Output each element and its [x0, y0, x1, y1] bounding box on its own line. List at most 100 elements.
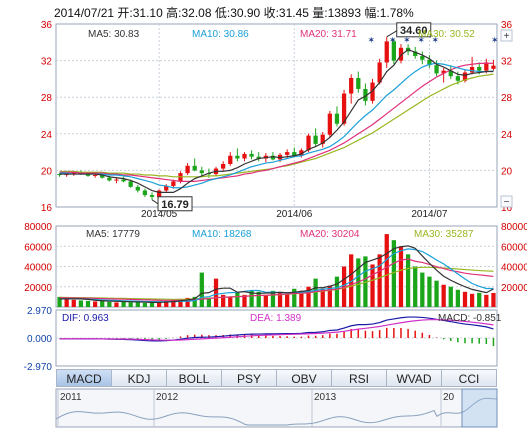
price-candle: [434, 65, 439, 74]
macd-dea-line: [59, 319, 494, 341]
price-ytick-right: 24: [501, 130, 513, 141]
volume-bar: [384, 234, 389, 307]
volume-bar: [306, 286, 311, 307]
price-ytick-left: 36: [41, 20, 53, 31]
tab-macd[interactable]: MACD: [56, 369, 112, 387]
volume-ytick-left: 40000: [24, 263, 52, 274]
price-candle: [469, 67, 475, 73]
volume-bar: [71, 299, 76, 307]
min-annotation-pointer: [151, 199, 159, 205]
price-legend-ma30: MA30: 30.52: [418, 29, 475, 40]
volume-bar: [320, 288, 325, 307]
volume-bar: [57, 296, 62, 307]
volume-bar: [206, 297, 212, 307]
volume-bar: [85, 300, 91, 307]
price-candle: [192, 165, 197, 171]
navigator-selection-handle[interactable]: [461, 388, 498, 428]
volume-bar: [107, 301, 112, 307]
price-candle: [363, 88, 368, 101]
price-candle: [306, 135, 311, 151]
price-candle: [100, 174, 105, 178]
volume-bar: [242, 294, 247, 307]
min-annotation-box: [157, 196, 193, 212]
price-event-marker: ✶: [417, 35, 425, 45]
tab-kdj[interactable]: KDJ: [112, 369, 167, 387]
price-ytick-left: 16: [41, 203, 53, 214]
price-candle: [349, 77, 354, 94]
volume-bar: [228, 296, 233, 307]
volume-value: 13893: [327, 6, 361, 20]
volume-bar: [263, 294, 268, 307]
price-candle: [441, 70, 446, 74]
volume-bar: [164, 300, 169, 307]
tab-rsi[interactable]: RSI: [332, 369, 387, 387]
price-candle: [228, 155, 233, 164]
tab-cci[interactable]: CCI: [442, 369, 497, 387]
tab-boll[interactable]: BOLL: [167, 369, 222, 387]
macd-ytick: -2.970: [24, 362, 53, 373]
volume-bar: [221, 294, 226, 307]
close-label: 收:: [263, 6, 279, 20]
volume-bar: [462, 291, 468, 307]
volume-bar: [349, 254, 354, 307]
price-legend-ma5: MA5: 30.83: [88, 29, 140, 40]
price-xtick: 2014/05: [141, 209, 178, 220]
change-value: 1.78%: [379, 6, 414, 20]
volume-label: 量:: [312, 6, 328, 20]
volume-bar: [377, 254, 382, 307]
volume-bar: [128, 302, 133, 307]
volume-bar: [256, 291, 261, 307]
quote-date: 2014/07/21: [54, 6, 115, 20]
volume-bar: [370, 264, 375, 307]
volume-bar: [157, 301, 162, 307]
quote-header: 2014/07/21 开:31.10 高:32.08 低:30.90 收:31.…: [54, 4, 414, 21]
volume-bar: [92, 301, 98, 307]
price-candle: [420, 56, 425, 60]
price-event-marker: ✶: [389, 35, 397, 45]
price-candle: [391, 41, 396, 61]
price-candle: [285, 152, 290, 155]
volume-bar: [213, 278, 219, 307]
indicator-tabs: MACD KDJ BOLL PSY OBV RSI WVAD CCI: [56, 369, 497, 387]
price-candle: [249, 153, 254, 157]
volume-bar: [235, 292, 240, 307]
volume-ytick-right: 60000: [501, 242, 527, 253]
volume-bar: [448, 286, 453, 307]
volume-bar: [356, 258, 361, 307]
zoom-in-button: [500, 29, 513, 42]
navigator-frame: [55, 388, 498, 428]
price-candle: [299, 150, 304, 156]
volume-bar: [277, 292, 283, 307]
tab-obv[interactable]: OBV: [277, 369, 332, 387]
high-value: 32.08: [181, 6, 212, 20]
volume-ma20-line: [59, 258, 494, 301]
navigator-year-label: 2011: [60, 392, 82, 403]
price-candle: [327, 113, 332, 135]
price-ytick-right: 28: [501, 93, 513, 104]
volume-legend-ma20: MA20: 30204: [300, 229, 360, 240]
volume-legend-ma30: MA30: 35287: [414, 229, 474, 240]
macd-legend-macd: MACD: -0.851: [438, 313, 502, 324]
volume-bar: [477, 292, 482, 307]
price-candle: [71, 172, 76, 175]
macd-legend-dif: DIF: 0.963: [62, 313, 109, 324]
zoom-out-icon: −: [504, 197, 510, 208]
tab-psy[interactable]: PSY: [222, 369, 277, 387]
volume-ytick-left: 60000: [24, 242, 52, 253]
volume-bar: [334, 276, 340, 307]
volume-legend-ma10: MA10: 18268: [192, 229, 252, 240]
volume-bar: [455, 289, 461, 307]
price-candle: [149, 195, 155, 197]
price-candle: [221, 163, 226, 169]
volume-bar: [185, 297, 190, 307]
volume-ytick-right: 20000: [501, 283, 527, 294]
price-candle: [135, 186, 140, 191]
price-candle: [142, 190, 148, 196]
price-ma10-line: [59, 62, 494, 189]
volume-bar: [135, 301, 140, 307]
tab-wvad[interactable]: WVAD: [387, 369, 442, 387]
volume-bar: [434, 280, 439, 307]
volume-bar: [142, 302, 148, 307]
